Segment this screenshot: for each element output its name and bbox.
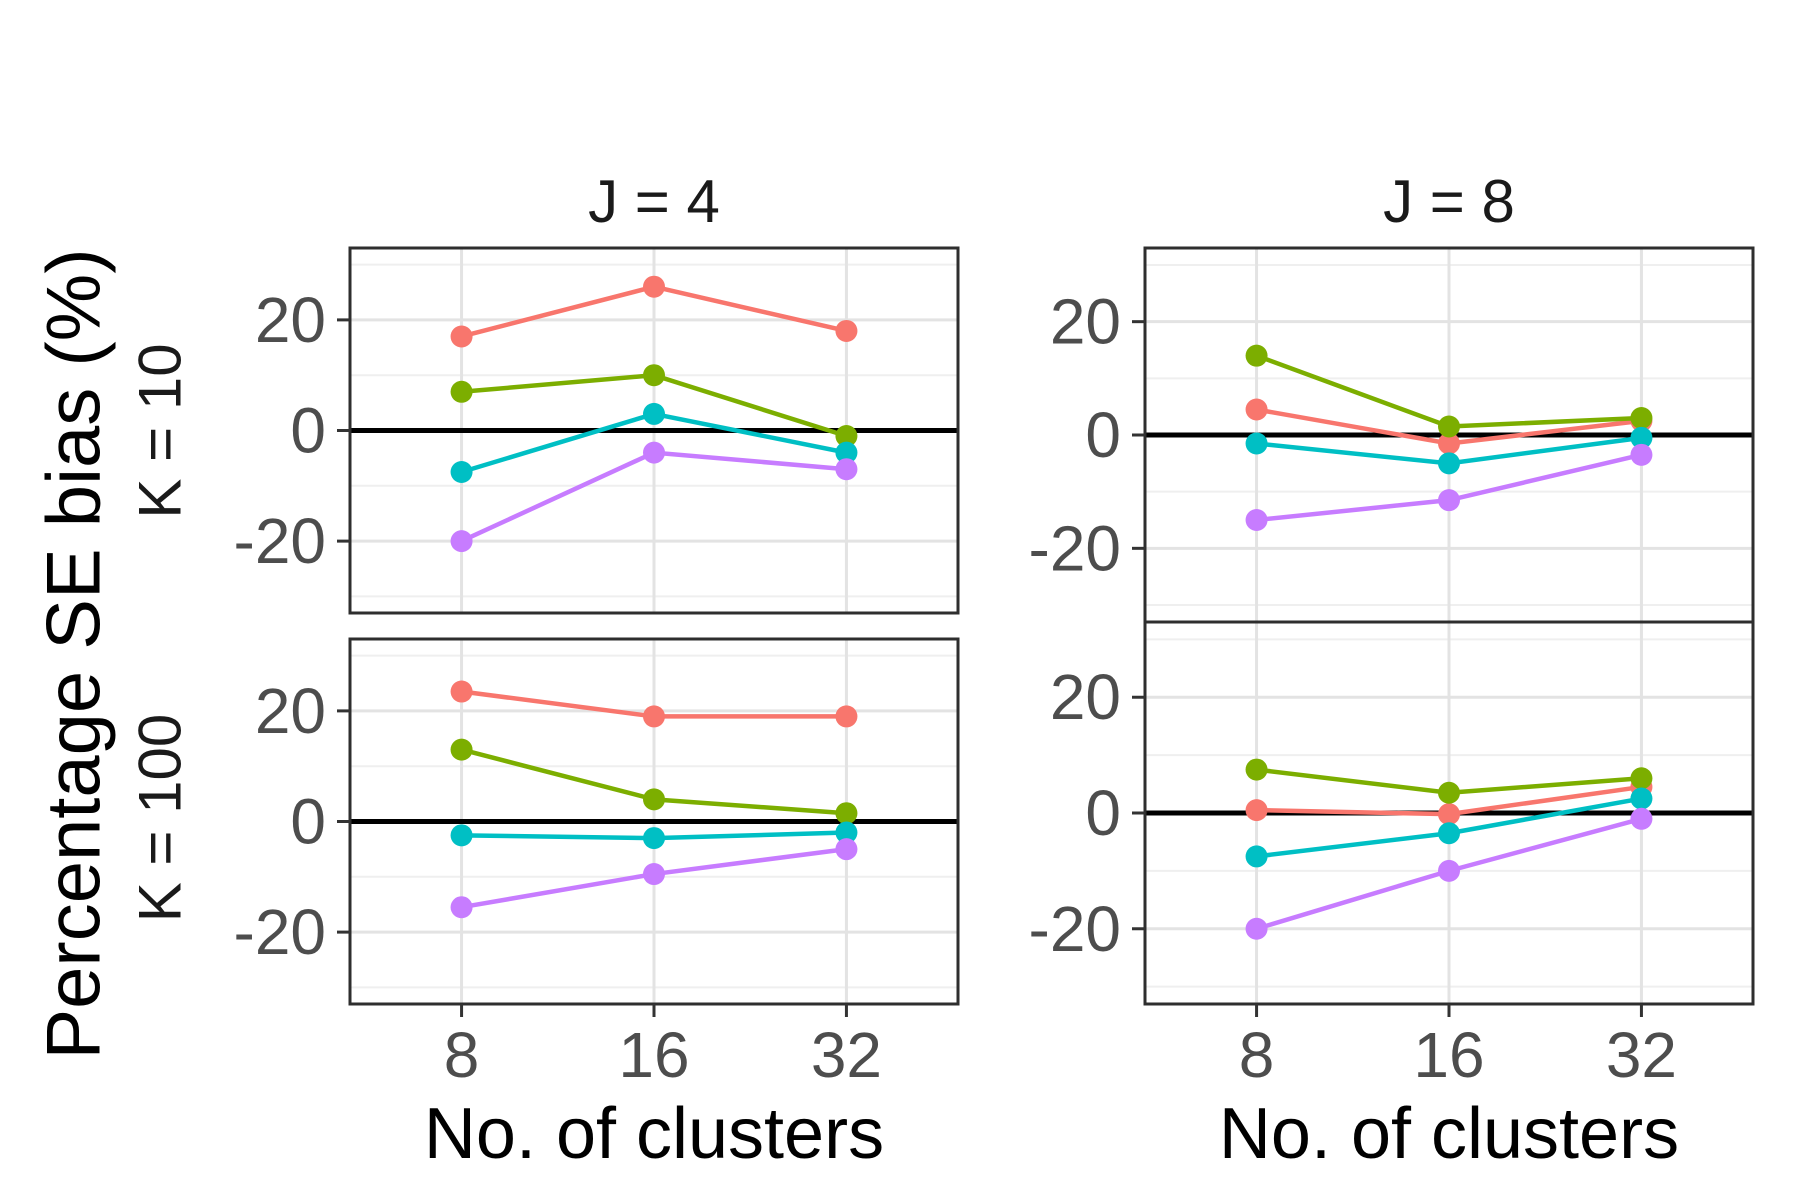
red-series-point bbox=[643, 275, 665, 298]
teal-series-point bbox=[835, 441, 858, 464]
green-series-point bbox=[1438, 781, 1460, 804]
x-tick-label: 32 bbox=[1606, 1019, 1677, 1091]
purple-series-point bbox=[643, 863, 665, 886]
teal-series-point bbox=[643, 827, 665, 850]
purple-series-point bbox=[1630, 443, 1653, 466]
y-tick-label: -20 bbox=[1029, 893, 1122, 965]
y-axis-title: Percentage SE bias (%) bbox=[31, 248, 117, 1060]
green-series-point bbox=[835, 425, 858, 448]
green-series-point bbox=[643, 364, 665, 387]
y-tick-label: 20 bbox=[255, 284, 326, 356]
purple-series-point bbox=[450, 530, 473, 553]
green-series-point bbox=[450, 738, 473, 761]
green-series-point bbox=[1245, 758, 1268, 781]
x-tick-label: 32 bbox=[811, 1019, 882, 1091]
red-series-point bbox=[1245, 398, 1268, 421]
green-series-point bbox=[643, 788, 665, 811]
purple-series-point bbox=[1245, 509, 1268, 531]
teal-series-point bbox=[450, 460, 473, 483]
facet-panel: 20 0 -20 8 16 32 bbox=[234, 637, 960, 1091]
teal-series-point bbox=[1630, 426, 1653, 449]
y-tick-label: 0 bbox=[290, 395, 326, 467]
y-tick-label: -20 bbox=[234, 505, 327, 577]
y-tick-label: 0 bbox=[1085, 399, 1121, 471]
facet-panel: 20 0 -20 bbox=[234, 246, 960, 615]
green-series-point bbox=[1245, 344, 1268, 367]
teal-series-point bbox=[450, 824, 473, 847]
red-series-point bbox=[1438, 803, 1460, 826]
red-series-point bbox=[450, 680, 473, 703]
y-tick-label: 0 bbox=[1085, 777, 1121, 849]
green-series-point bbox=[450, 380, 473, 403]
y-tick-label: 20 bbox=[1050, 286, 1121, 358]
x-tick-label: 8 bbox=[444, 1019, 480, 1091]
facet-panel: 20 0 -20 bbox=[1029, 246, 1755, 624]
x-tick-label: 8 bbox=[1239, 1019, 1275, 1091]
green-series-point bbox=[1630, 767, 1653, 790]
x-tick-label: 16 bbox=[618, 1019, 689, 1091]
teal-series-point bbox=[1438, 452, 1460, 475]
red-series-point bbox=[835, 319, 858, 342]
y-tick-label: 0 bbox=[290, 786, 326, 858]
red-series-point bbox=[450, 325, 473, 348]
y-tick-label: -20 bbox=[234, 896, 327, 968]
facet-row-title-k10: K = 10 bbox=[126, 343, 194, 519]
red-series-point bbox=[643, 705, 665, 728]
purple-series-point bbox=[835, 838, 858, 861]
red-series-point bbox=[1438, 432, 1460, 455]
green-series-point bbox=[835, 802, 858, 825]
teal-series-point bbox=[1630, 787, 1653, 810]
teal-series-point bbox=[1438, 822, 1460, 845]
teal-series-point bbox=[1245, 432, 1268, 455]
green-series-point bbox=[1630, 407, 1653, 429]
purple-series-point bbox=[1438, 859, 1460, 882]
facet-column-title-j8: J = 8 bbox=[1383, 168, 1515, 235]
purple-series-point bbox=[643, 441, 665, 464]
purple-series-point bbox=[835, 458, 858, 481]
facet-row-title-k100: K = 100 bbox=[126, 713, 194, 923]
facet-column-title-j4: J = 4 bbox=[588, 168, 720, 235]
y-tick-label: 20 bbox=[1050, 661, 1121, 733]
purple-series-point bbox=[1438, 489, 1460, 512]
purple-series-point bbox=[1630, 807, 1653, 830]
red-series-point bbox=[1245, 799, 1268, 822]
teal-series-point bbox=[1245, 845, 1268, 868]
x-axis-title-right: No. of clusters bbox=[1218, 1094, 1680, 1174]
y-tick-label: 20 bbox=[255, 675, 326, 747]
green-series-point bbox=[1438, 415, 1460, 438]
facet-panel: 20 0 -20 8 16 32 bbox=[1029, 620, 1755, 1091]
teal-series-point bbox=[643, 402, 665, 425]
y-tick-label: -20 bbox=[1029, 512, 1122, 584]
red-series-point bbox=[835, 705, 858, 728]
purple-series-point bbox=[450, 896, 473, 919]
purple-series-point bbox=[1245, 917, 1268, 940]
teal-series-point bbox=[835, 821, 858, 844]
x-axis-title-left: No. of clusters bbox=[423, 1094, 885, 1174]
x-tick-label: 16 bbox=[1413, 1019, 1484, 1091]
